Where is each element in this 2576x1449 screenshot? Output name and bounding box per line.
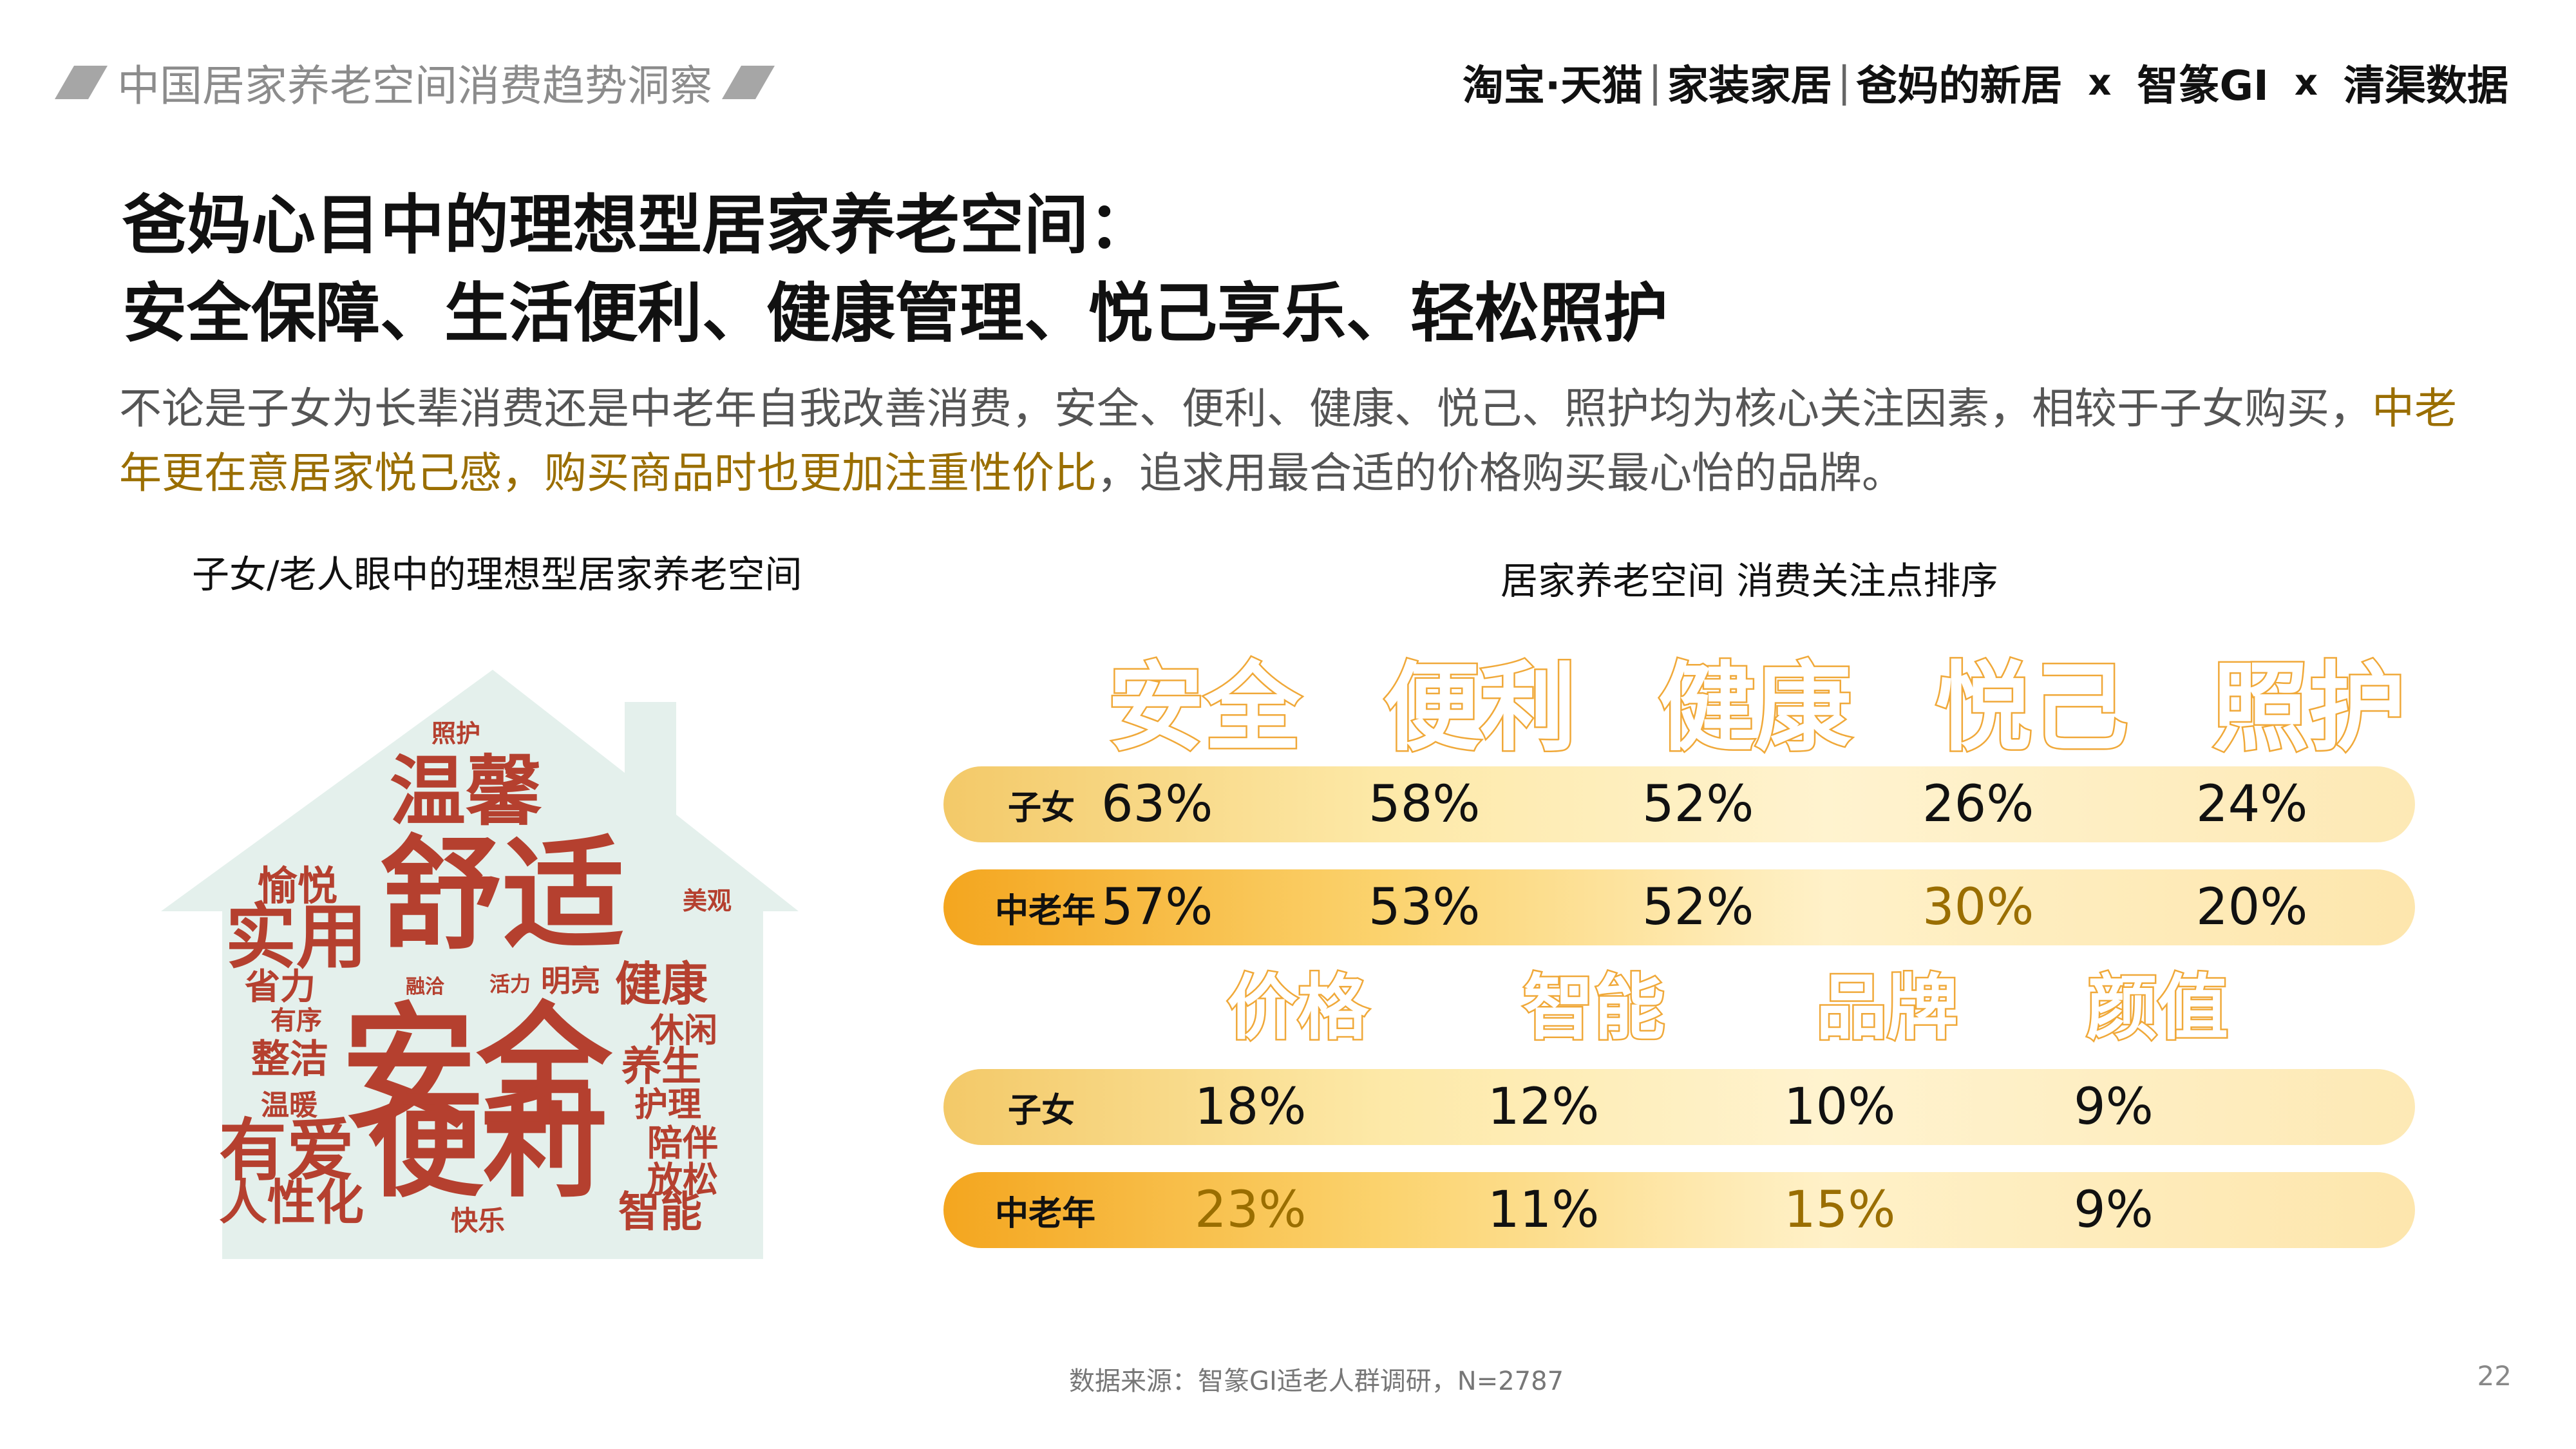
word-cloud-word: 放松 <box>647 1159 719 1200</box>
series-label: 中老年 <box>995 891 1096 931</box>
series-row-elders: 中老年 57% 53% 52% 30% 20% <box>943 869 2415 945</box>
data-value: 52% <box>1642 878 1754 936</box>
category-label: 安全 <box>1106 652 1302 764</box>
data-value: 58% <box>1368 775 1481 833</box>
collab-times-icon: x <box>2294 61 2318 104</box>
category-label: 悦己 <box>1933 652 2130 764</box>
word-cloud-word: 实用 <box>225 896 367 978</box>
page-description: 不论是子女为长辈消费还是中老年自我改善消费，安全、便利、健康、悦己、照护均为核心… <box>119 377 2476 506</box>
word-cloud-word: 舒适 <box>380 824 625 966</box>
word-cloud-word: 人性化 <box>219 1174 365 1231</box>
description-text: 不论是子女为长辈消费还是中老年自我改善消费，安全、便利、健康、悦己、照护均为核心… <box>119 384 2372 433</box>
report-series-title: 中国居家养老空间消费趋势洞察 <box>117 61 712 111</box>
word-cloud-word: 健康 <box>615 957 708 1011</box>
word-cloud-word: 智能 <box>618 1188 703 1236</box>
brand-separator: | <box>1837 59 1852 106</box>
word-cloud-word: 明亮 <box>541 963 600 998</box>
word-cloud-word: 愉悦 <box>258 862 338 909</box>
series-row-elders: 中老年 23% 11% 15% 9% <box>943 1172 2415 1248</box>
slash-decoration-icon <box>721 66 775 99</box>
brand-qingqu-data: 清渠数据 <box>2344 62 2508 110</box>
word-cloud-word: 温馨 <box>390 747 542 836</box>
category-label: 智能 <box>1522 967 1667 1049</box>
category-label: 品牌 <box>1815 967 1960 1049</box>
page-title-line-1: 爸妈心目中的理想型居家养老空间： <box>122 187 1153 263</box>
data-value: 30% <box>1922 878 2034 936</box>
word-cloud-word: 安全 <box>341 990 612 1148</box>
data-value: 9% <box>2074 1181 2154 1239</box>
brand-home-furnishing: 家装家居 <box>1667 62 1832 110</box>
data-value: 52% <box>1642 775 1754 833</box>
data-value: 18% <box>1195 1078 1307 1136</box>
series-row-children: 子女 18% 12% 10% 9% <box>943 1069 2415 1145</box>
data-value: 26% <box>1922 775 2034 833</box>
page-title-line-2: 安全保障、生活便利、健康管理、悦己享乐、轻松照护 <box>122 276 1668 351</box>
series-label: 子女 <box>1008 788 1075 828</box>
data-value: 53% <box>1368 878 1481 936</box>
series-label: 子女 <box>1008 1091 1075 1130</box>
description-text-end: ，追求用最合适的价格购买最心怡的品牌。 <box>1097 448 1904 498</box>
word-cloud-word: 有序 <box>270 1006 322 1036</box>
brand-parents-new-home: 爸妈的新居 <box>1856 62 2063 110</box>
word-cloud-word: 温暖 <box>261 1089 317 1122</box>
word-cloud-word: 便利 <box>367 1079 600 1213</box>
word-cloud-word: 整洁 <box>251 1037 328 1082</box>
data-value: 20% <box>2196 878 2308 936</box>
data-value: 12% <box>1488 1078 1600 1136</box>
category-label: 价格 <box>1226 967 1370 1049</box>
category-label: 便利 <box>1381 652 1578 764</box>
word-cloud-word: 活力 <box>489 972 531 996</box>
data-value: 9% <box>2074 1078 2154 1136</box>
data-value: 10% <box>1784 1078 1896 1136</box>
word-cloud-word: 照护 <box>431 719 481 748</box>
word-cloud-word: 快乐 <box>451 1205 506 1236</box>
description-highlight: 中老年更在意居家悦己感，购买商品时也更加注重性价比 <box>119 384 2457 498</box>
data-value: 63% <box>1101 775 1213 833</box>
series-label: 中老年 <box>995 1194 1096 1233</box>
word-cloud-word: 融洽 <box>406 976 444 998</box>
brand-logos: 淘宝·天猫 | 家装家居 | 爸妈的新居 x 智篆GI x 清渠数据 <box>1463 57 2508 110</box>
word-cloud-word: 陪伴 <box>647 1122 719 1164</box>
data-value: 15% <box>1784 1181 1896 1239</box>
data-value: 11% <box>1488 1181 1600 1239</box>
word-cloud-word: 养生 <box>621 1043 702 1090</box>
page-number: 22 <box>2477 1360 2512 1392</box>
house-shape-icon <box>161 670 799 1259</box>
category-label: 颜值 <box>2085 967 2230 1049</box>
series-row-children: 子女 63% 58% 52% 26% 24% <box>943 766 2415 842</box>
data-source-note: 数据来源：智篆GI适老人群调研，N=2787 <box>1069 1367 1564 1396</box>
category-label: 健康 <box>1656 652 1853 764</box>
report-series-header: 中国居家养老空间消费趋势洞察 <box>54 57 775 111</box>
word-cloud-title: 子女/老人眼中的理想型居家养老空间 <box>192 553 802 596</box>
word-cloud-word: 护理 <box>634 1086 702 1124</box>
word-cloud-word: 省力 <box>245 966 316 1007</box>
brand-separator: | <box>1648 59 1662 106</box>
data-value: 23% <box>1195 1181 1307 1239</box>
data-value: 57% <box>1101 878 1213 936</box>
word-cloud-word: 美观 <box>683 887 732 915</box>
word-cloud-word: 有爱 <box>219 1112 355 1190</box>
chart-title: 居家养老空间 消费关注点排序 <box>1501 559 1998 603</box>
word-cloud-house: 照护 温馨愉悦 舒适 美观 实用 省力 融洽 活力 明亮 健康有序 休闲整洁 安全 养生 护理 温暖陪伴 有爱… <box>155 663 831 1269</box>
slash-decoration-icon <box>54 66 108 99</box>
brand-zhizhuan-gi: 智篆GI <box>2137 62 2269 110</box>
collab-times-icon: x <box>2088 61 2112 104</box>
data-value: 24% <box>2196 775 2308 833</box>
word-cloud-word: 休闲 <box>650 1012 718 1050</box>
brand-taobao-tmall: 淘宝·天猫 <box>1462 62 1643 110</box>
category-label: 照护 <box>2210 652 2407 764</box>
